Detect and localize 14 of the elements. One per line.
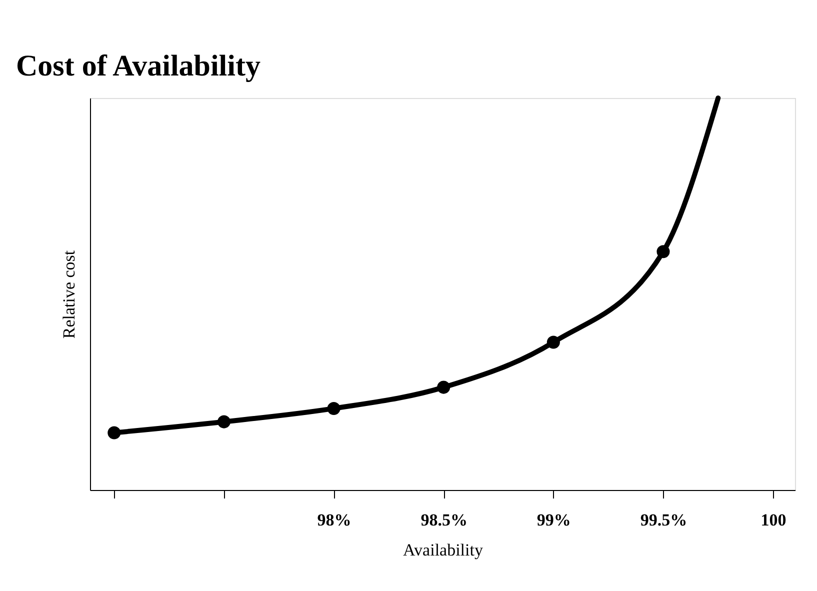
x-tick-label: 100 [760, 510, 786, 530]
x-tick-label: 99.5% [640, 510, 688, 530]
x-tick-label: 98% [317, 510, 352, 530]
point [656, 245, 670, 258]
point [327, 402, 340, 415]
x-axis-title: Availability [403, 540, 484, 560]
point [108, 426, 121, 440]
point [437, 380, 450, 394]
chart-title: Cost of Availability [16, 50, 260, 82]
point [546, 336, 560, 349]
point [217, 415, 230, 428]
x-tick-label: 99% [536, 510, 571, 530]
x-tick-label: 98.5% [420, 510, 468, 530]
y-axis-title: Relative cost [60, 250, 78, 339]
